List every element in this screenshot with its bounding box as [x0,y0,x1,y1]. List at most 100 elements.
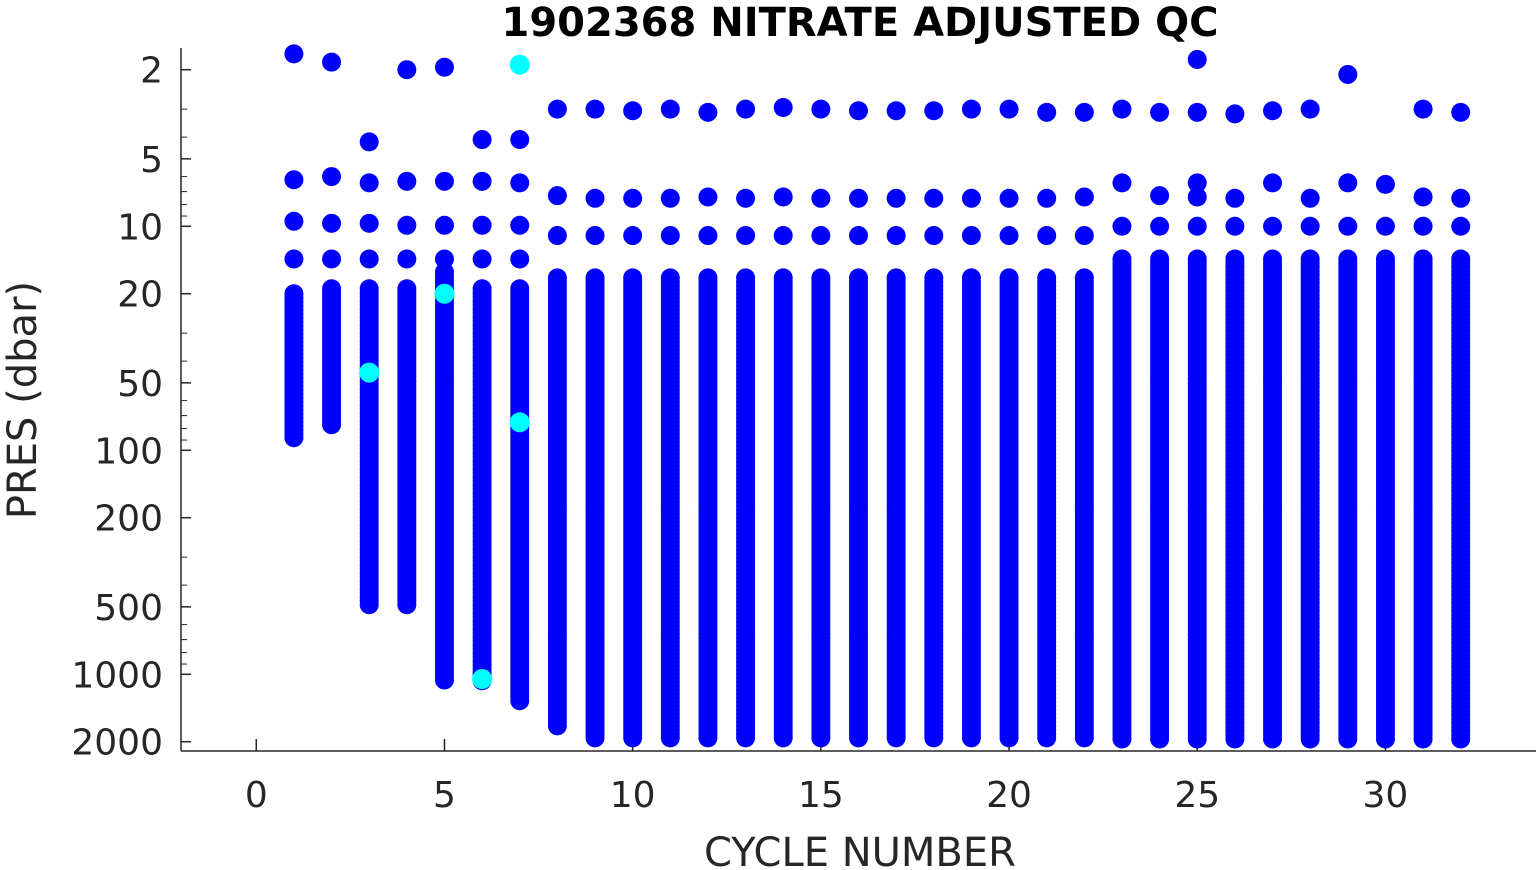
data-point [434,57,454,77]
data-point [1451,188,1471,208]
data-point [472,130,492,150]
data-point [1338,216,1358,236]
data-point [999,99,1019,119]
x-tick-label: 15 [798,775,844,816]
data-point [1263,216,1283,236]
data-point [886,226,906,246]
data-point [1112,99,1132,119]
data-point [397,215,417,235]
data-point [736,188,756,208]
flagged-data-point [509,54,530,75]
y-tick-label: 20 [117,275,163,316]
data-point [886,188,906,208]
data-point [1225,104,1245,124]
data-point [322,52,342,72]
x-tick-label: 30 [1363,775,1409,816]
data-point [1037,226,1057,246]
data-point [1451,729,1471,749]
data-point [1375,729,1395,749]
y-tick-label: 200 [94,499,163,540]
data-point [623,226,643,246]
data-point [1112,729,1132,749]
data-point [284,211,304,231]
data-point [1413,729,1433,749]
y-tick-label: 50 [117,364,163,405]
x-tick-label: 25 [1174,775,1220,816]
data-point [660,728,680,748]
x-ticks: 0 5 10 15 20 25 30 [245,739,1409,816]
data-point [849,188,868,208]
data-point [397,595,417,615]
data-point [1338,173,1358,193]
data-point [1150,186,1170,206]
x-tick-label: 5 [433,775,456,816]
data-point [623,728,643,748]
data-point [397,171,417,191]
x-axis-label: CYCLE NUMBER [704,830,1016,870]
y-tick-label: 100 [94,431,163,472]
data-point [736,226,756,246]
data-point [999,226,1019,246]
y-tick-label: 5 [140,140,163,181]
flagged-data-point [359,362,380,383]
flagged-points [359,54,530,690]
data-point [811,188,831,208]
data-point [849,101,868,121]
data-point [472,215,492,235]
data-point [1451,102,1471,122]
data-point [1413,216,1433,236]
data-point [999,728,1019,748]
data-point [322,249,342,269]
data-point [1413,99,1433,119]
data-point [284,249,304,269]
data-point [1150,729,1170,749]
data-point [1300,188,1320,208]
data-point [1150,102,1170,122]
data-point [434,215,454,235]
data-point [1300,99,1320,119]
data-point [510,173,530,193]
data-point [547,716,567,736]
y-axis-label: PRES (dbar) [0,281,46,519]
data-point [773,187,793,207]
data-point [886,101,906,121]
data-point [1338,64,1358,84]
data-point [660,226,680,246]
y-tick-label: 10 [117,207,163,248]
data-point [1263,173,1283,193]
data-point [510,249,530,269]
y-minor-ticks [181,108,187,665]
data-point [1300,216,1320,236]
data-point [849,728,868,748]
flagged-data-point [472,669,493,690]
data-point [736,99,756,119]
data-point [660,99,680,119]
data-point [924,101,944,121]
data-point [472,171,492,191]
data-point [1413,187,1433,207]
data-point [1375,216,1395,236]
data-point [811,99,831,119]
data-point [434,249,454,269]
data-point [322,167,342,187]
y-tick-label: 1000 [71,655,163,696]
data-point [1187,216,1207,236]
data-point [999,188,1019,208]
data-point [1074,187,1094,207]
data-point [1451,216,1471,236]
flagged-data-point [509,412,530,433]
data-point [924,226,944,246]
data-point [284,428,304,448]
data-point [1074,102,1094,122]
data-point [1187,102,1207,122]
data-point [585,99,605,119]
data-point [547,186,567,206]
data-point [961,188,981,208]
data-point [434,670,454,690]
data-point [585,728,605,748]
data-point [1187,173,1207,193]
data-point [284,44,304,64]
data-point [547,226,567,246]
